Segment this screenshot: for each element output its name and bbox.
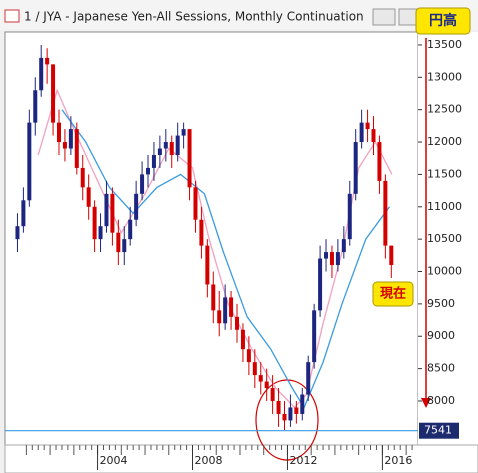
candle-body: [163, 142, 168, 149]
candle-body: [335, 252, 340, 266]
x-tick-label: 2012: [289, 454, 317, 467]
candle-body: [318, 258, 323, 311]
candle-body: [74, 129, 79, 168]
candle-body: [157, 148, 162, 155]
candle-body: [329, 252, 334, 266]
last-price-box: [419, 422, 459, 439]
candle-body: [359, 122, 364, 143]
candle-body: [353, 142, 358, 194]
candle-body: [187, 129, 192, 188]
candle-body: [56, 122, 61, 143]
x-axis-panel: [4, 444, 478, 473]
candle-body: [27, 122, 32, 201]
x-tick-label: 2008: [195, 454, 223, 467]
annotation: 円高: [429, 12, 457, 29]
last-price-label: 7541: [424, 424, 452, 437]
y-tick-label: 8500: [427, 362, 455, 375]
candle-body: [306, 362, 311, 395]
candle-body: [235, 316, 240, 330]
annotation: 現在: [380, 286, 406, 302]
y-tick-label: 11000: [427, 200, 462, 213]
candle-body: [15, 226, 20, 240]
candle-body: [229, 297, 234, 317]
candle-body: [140, 174, 145, 194]
candle-body: [110, 193, 115, 233]
candle-body: [389, 245, 394, 266]
moving-average: [37, 88, 393, 409]
y-tick-label: 13500: [427, 38, 462, 51]
candle-body: [217, 310, 222, 324]
candle-body: [122, 239, 127, 253]
candle-body: [169, 142, 174, 155]
candle-body: [151, 154, 156, 168]
candle-body: [288, 407, 293, 421]
candle-body: [92, 206, 97, 240]
candle-body: [270, 388, 275, 401]
candle-body: [104, 193, 109, 227]
y-tick-label: 9500: [427, 297, 455, 310]
y-tick-label: 13000: [427, 70, 462, 83]
plot-area: [4, 31, 419, 446]
candle-body: [68, 129, 73, 149]
y-tick-label: 12500: [427, 103, 462, 116]
candle-body: [39, 57, 44, 91]
candle-body: [193, 187, 198, 220]
candle-body: [45, 57, 50, 65]
candle-body: [86, 187, 91, 207]
candle-body: [365, 122, 370, 130]
candle-body: [252, 362, 257, 376]
candle-body: [199, 219, 204, 246]
title-bar: [0, 0, 478, 30]
candle-body: [264, 381, 269, 389]
candle-body: [128, 219, 133, 240]
y-tick-label: 10500: [427, 232, 462, 245]
candle-body: [300, 394, 305, 414]
candle-body: [341, 239, 346, 253]
x-tick-label: 2016: [384, 454, 412, 467]
y-tick-label: 8000: [427, 394, 455, 407]
candle-body: [312, 310, 317, 363]
y-tick-label: 9000: [427, 329, 455, 342]
candle-body: [116, 232, 121, 253]
candle-body: [258, 375, 263, 382]
trend-arrow-head: [421, 398, 431, 408]
candle-body: [205, 245, 210, 285]
annotation-box: [415, 7, 471, 35]
candle-body: [146, 167, 151, 175]
candle-body: [175, 135, 180, 155]
candle-body: [240, 329, 245, 350]
candle-body: [98, 226, 103, 240]
candle-body: [377, 142, 382, 181]
window-icon: [4, 9, 20, 23]
window-title: 1 / JYA - Japanese Yen-All Sessions, Mon…: [24, 10, 364, 24]
candle-body: [33, 90, 38, 123]
annotation-box: [372, 281, 414, 307]
candle-body: [51, 64, 56, 123]
y-tick-label: 11500: [427, 167, 462, 180]
candle-body: [80, 167, 85, 188]
candle-body: [223, 297, 228, 324]
x-tick-label: 2004: [100, 454, 128, 467]
y-tick-label: 10000: [427, 265, 462, 278]
candle-body: [211, 284, 216, 311]
candle-body: [246, 349, 251, 363]
minimize-button[interactable]: [372, 8, 396, 26]
moving-average: [61, 109, 391, 409]
y-axis-panel: [418, 32, 478, 445]
candle-body: [324, 252, 329, 259]
candle-body: [134, 193, 139, 220]
candle-body: [181, 129, 186, 136]
candle-body: [371, 129, 376, 143]
candle-body: [21, 200, 26, 227]
candle-body: [276, 400, 281, 414]
candle-body: [383, 180, 388, 246]
y-tick-label: 12000: [427, 135, 462, 148]
candle-body: [347, 193, 352, 240]
candle-body: [62, 142, 67, 149]
candle-body: [294, 407, 299, 414]
candle-body: [282, 413, 287, 421]
